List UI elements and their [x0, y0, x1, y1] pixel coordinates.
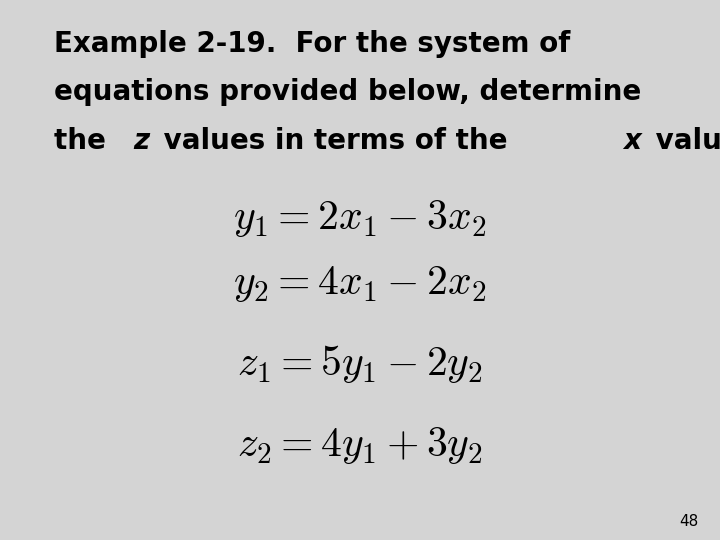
Text: 48: 48	[679, 514, 698, 529]
Text: $y_1 = 2x_1 - 3x_2$: $y_1 = 2x_1 - 3x_2$	[233, 197, 487, 239]
Text: $y_2 = 4x_1 - 2x_2$: $y_2 = 4x_1 - 2x_2$	[233, 262, 487, 304]
Text: z: z	[133, 127, 150, 155]
Text: $z_2 = 4y_1 + 3y_2$: $z_2 = 4y_1 + 3y_2$	[238, 424, 482, 466]
Text: $z_1 = 5y_1 - 2y_2$: $z_1 = 5y_1 - 2y_2$	[238, 343, 482, 385]
Text: equations provided below, determine: equations provided below, determine	[54, 78, 642, 106]
Text: x: x	[623, 127, 641, 155]
Text: values.: values.	[646, 127, 720, 155]
Text: values in terms of the: values in terms of the	[154, 127, 517, 155]
Text: Example 2-19.  For the system of: Example 2-19. For the system of	[54, 30, 570, 58]
Text: the: the	[54, 127, 115, 155]
